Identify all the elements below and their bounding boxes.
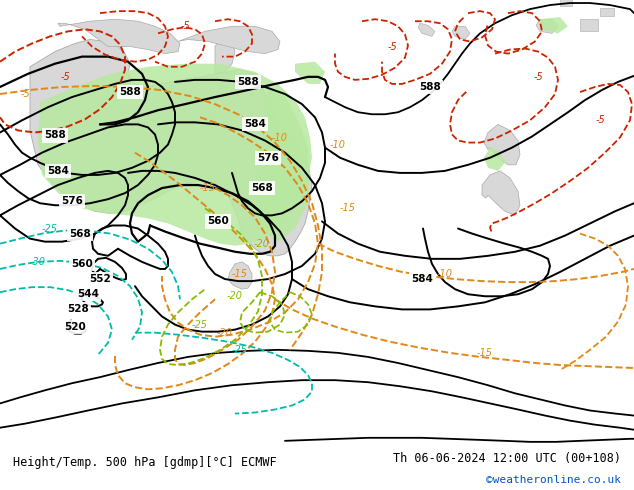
Text: -10: -10 xyxy=(272,132,288,143)
Text: 576: 576 xyxy=(257,153,279,163)
Text: -15: -15 xyxy=(340,203,356,213)
Text: -15: -15 xyxy=(477,348,493,358)
Text: -5: -5 xyxy=(387,42,397,51)
Polygon shape xyxy=(484,147,505,171)
Text: 520: 520 xyxy=(64,321,86,332)
Polygon shape xyxy=(228,262,252,289)
Text: -25: -25 xyxy=(192,319,208,330)
Polygon shape xyxy=(536,19,558,33)
Text: -25: -25 xyxy=(232,345,248,355)
Text: 560: 560 xyxy=(207,217,229,226)
Text: 552: 552 xyxy=(89,274,111,284)
Text: -5: -5 xyxy=(180,21,190,31)
Text: 588: 588 xyxy=(119,87,141,97)
Text: Th 06-06-2024 12:00 UTC (00+108): Th 06-06-2024 12:00 UTC (00+108) xyxy=(393,452,621,465)
Text: 568: 568 xyxy=(251,183,273,193)
Polygon shape xyxy=(295,62,325,84)
Text: 584: 584 xyxy=(411,274,433,284)
Text: 588: 588 xyxy=(237,77,259,87)
Polygon shape xyxy=(30,39,312,256)
Text: -10: -10 xyxy=(330,140,346,149)
Text: -5: -5 xyxy=(595,115,605,125)
Polygon shape xyxy=(215,33,235,74)
Polygon shape xyxy=(452,26,470,39)
Polygon shape xyxy=(255,84,310,242)
Polygon shape xyxy=(38,64,312,245)
Text: -30: -30 xyxy=(30,257,46,267)
Text: -20: -20 xyxy=(217,328,233,338)
Text: 584: 584 xyxy=(244,120,266,129)
Text: -20: -20 xyxy=(227,291,243,301)
Text: 528: 528 xyxy=(67,304,89,315)
Polygon shape xyxy=(600,8,614,16)
Text: -5: -5 xyxy=(20,89,30,99)
Text: 588: 588 xyxy=(44,130,66,141)
Polygon shape xyxy=(418,23,435,36)
Polygon shape xyxy=(580,19,598,31)
Text: 588: 588 xyxy=(419,82,441,92)
Text: 560: 560 xyxy=(71,259,93,269)
Text: -15: -15 xyxy=(200,183,216,193)
Text: ©weatheronline.co.uk: ©weatheronline.co.uk xyxy=(486,475,621,485)
Text: Height/Temp. 500 hPa [gdmp][°C] ECMWF: Height/Temp. 500 hPa [gdmp][°C] ECMWF xyxy=(13,456,276,469)
Text: -15: -15 xyxy=(232,269,248,279)
Polygon shape xyxy=(538,17,568,33)
Text: 576: 576 xyxy=(61,196,83,206)
Text: 544: 544 xyxy=(77,289,99,299)
Polygon shape xyxy=(482,171,520,216)
Polygon shape xyxy=(560,0,572,6)
Text: 584: 584 xyxy=(47,166,69,176)
Polygon shape xyxy=(178,26,280,53)
Text: -5: -5 xyxy=(533,72,543,82)
Text: -5: -5 xyxy=(60,72,70,82)
Polygon shape xyxy=(58,19,180,53)
Polygon shape xyxy=(484,124,520,165)
Text: -10: -10 xyxy=(437,269,453,279)
Text: 568: 568 xyxy=(69,228,91,239)
Text: -20: -20 xyxy=(254,239,270,249)
Text: -25: -25 xyxy=(42,223,58,234)
